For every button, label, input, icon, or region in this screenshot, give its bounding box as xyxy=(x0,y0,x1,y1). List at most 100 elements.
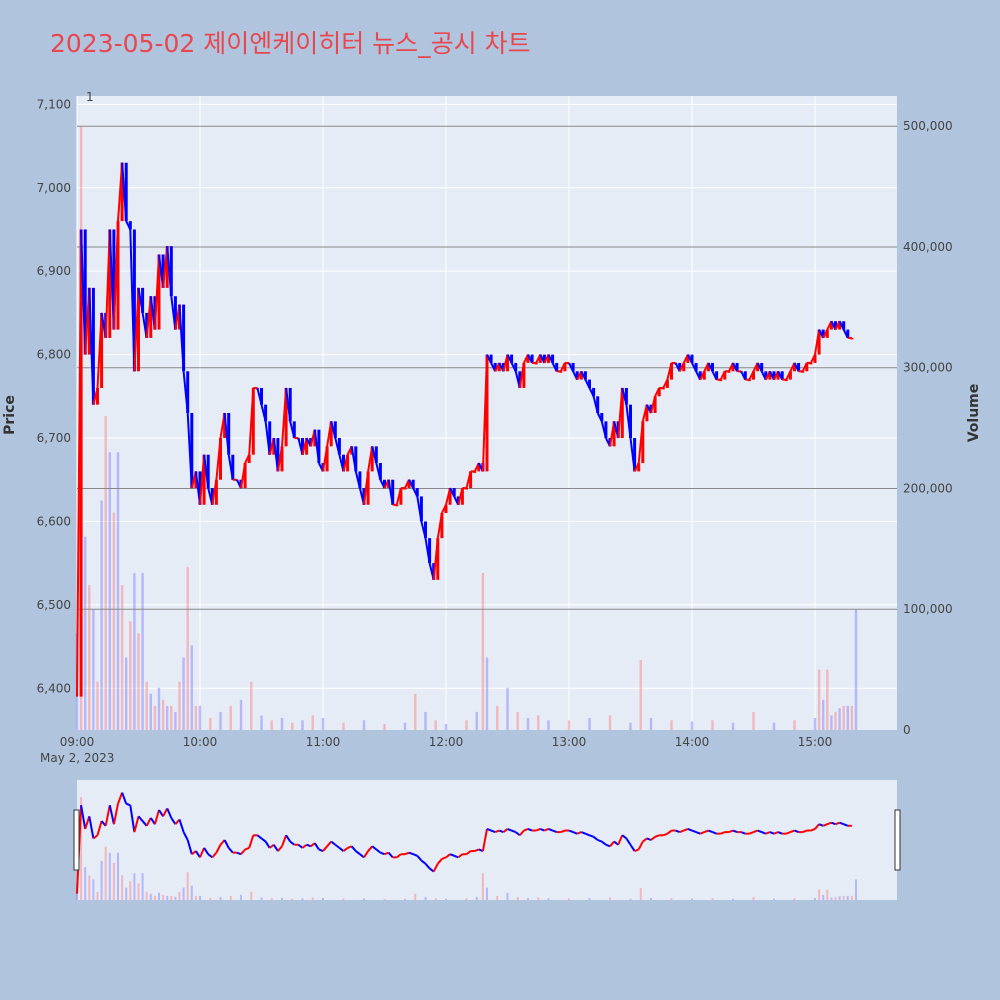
minichart-price-segment xyxy=(125,802,131,807)
price-path-segment xyxy=(810,354,816,364)
volume-bar xyxy=(793,720,796,730)
volume-bar xyxy=(711,720,714,730)
price-candle xyxy=(214,479,218,505)
minichart-price-segment xyxy=(843,823,849,827)
volume-bar xyxy=(178,681,181,730)
volume-bar xyxy=(588,717,591,730)
price-candle xyxy=(706,362,710,372)
price-candle xyxy=(391,479,395,505)
minichart-price-segment xyxy=(539,828,545,832)
price-candle xyxy=(510,354,514,363)
price-path-segment xyxy=(588,387,595,397)
price-path-segment xyxy=(313,429,320,464)
range-slider-right-handle[interactable] xyxy=(894,809,901,871)
price-path-segment xyxy=(695,370,702,381)
minichart-price-segment xyxy=(306,843,312,848)
minichart-price-segment xyxy=(338,847,345,852)
price-candle xyxy=(165,246,169,288)
price-path-segment xyxy=(108,229,115,330)
volume-bar xyxy=(629,722,632,730)
price-path-segment xyxy=(186,412,193,489)
price-candle xyxy=(612,421,616,447)
price-path-segment xyxy=(547,354,554,364)
price-candle xyxy=(723,371,727,380)
price-candle xyxy=(629,404,632,439)
volume-bar xyxy=(149,693,152,730)
price-path-segment xyxy=(481,354,488,472)
price-path-segment xyxy=(789,362,796,372)
range-slider-left-handle[interactable] xyxy=(73,809,80,871)
price-path-segment xyxy=(387,479,394,505)
price-path-segment xyxy=(699,370,706,381)
price-candle xyxy=(620,387,624,439)
price-candle xyxy=(735,362,739,372)
volume-bar xyxy=(100,500,103,730)
minichart-price-segment xyxy=(92,834,99,840)
price-path-segment xyxy=(121,162,128,222)
price-tick-label: 6,600 xyxy=(37,514,71,528)
price-candle xyxy=(428,538,432,564)
price-path-segment xyxy=(96,312,103,389)
price-path-segment xyxy=(662,379,669,389)
price-candle xyxy=(522,362,526,388)
minichart-price-segment xyxy=(170,817,177,825)
volume-bar xyxy=(153,705,157,730)
range-slider-background[interactable] xyxy=(77,780,897,900)
price-path-segment xyxy=(207,487,214,506)
price-candle xyxy=(337,438,341,455)
price-candle xyxy=(493,362,497,372)
minichart-price-segment xyxy=(675,829,681,834)
minichart-price-segment xyxy=(350,845,357,852)
price-candle xyxy=(797,362,801,372)
minichart-price-segment xyxy=(826,821,832,826)
price-path-segment xyxy=(543,354,550,364)
minichart-volume-bar xyxy=(481,873,484,900)
price-path-segment xyxy=(465,471,472,489)
price-candle xyxy=(169,246,173,297)
minichart-price-segment xyxy=(424,863,431,870)
minichart-price-segment xyxy=(802,829,808,834)
minichart-price-segment xyxy=(432,863,439,873)
minichart-price-segment xyxy=(301,843,308,849)
price-candle xyxy=(448,488,452,505)
minichart-volume-bar xyxy=(414,893,417,900)
minichart-volume-bar xyxy=(229,895,232,900)
minichart-volume-bar xyxy=(240,894,242,900)
price-candle xyxy=(637,463,641,472)
price-candle xyxy=(825,329,829,338)
price-path-segment xyxy=(424,537,431,564)
price-path-segment xyxy=(436,512,443,539)
minichart-volume-bar xyxy=(129,881,132,900)
minichart-volume-bar xyxy=(178,891,181,900)
minichart-price-segment xyxy=(215,844,222,854)
minichart-price-segment xyxy=(363,850,369,858)
minichart-price-segment xyxy=(347,845,353,849)
minichart-price-segment xyxy=(445,853,451,859)
price-candle xyxy=(96,387,99,405)
minichart-price-segment xyxy=(289,840,295,846)
minichart-price-segment xyxy=(568,829,574,834)
price-path-segment xyxy=(367,446,374,472)
price-candle xyxy=(415,488,419,497)
price-path-segment xyxy=(342,454,349,472)
price-path-segment xyxy=(375,462,382,480)
volume-tick-label: 0 xyxy=(903,723,911,737)
minichart-price-segment xyxy=(814,823,820,830)
price-candle xyxy=(313,429,317,447)
price-candle xyxy=(227,413,231,455)
minichart-volume-bar xyxy=(363,898,365,900)
volume-bar xyxy=(475,711,478,730)
price-candle xyxy=(583,371,587,380)
minichart-price-segment xyxy=(699,831,705,835)
price-candle xyxy=(210,488,214,505)
price-candle xyxy=(108,229,112,338)
price-candle xyxy=(161,254,165,288)
price-path-segment xyxy=(285,387,292,422)
price-path-segment xyxy=(764,370,771,381)
minichart-price-segment xyxy=(420,859,427,865)
price-candle xyxy=(715,371,719,380)
volume-bar xyxy=(137,633,140,730)
minichart-price-segment xyxy=(437,858,443,865)
price-tick-label: 6,400 xyxy=(37,681,71,695)
volume-bar xyxy=(414,693,417,730)
